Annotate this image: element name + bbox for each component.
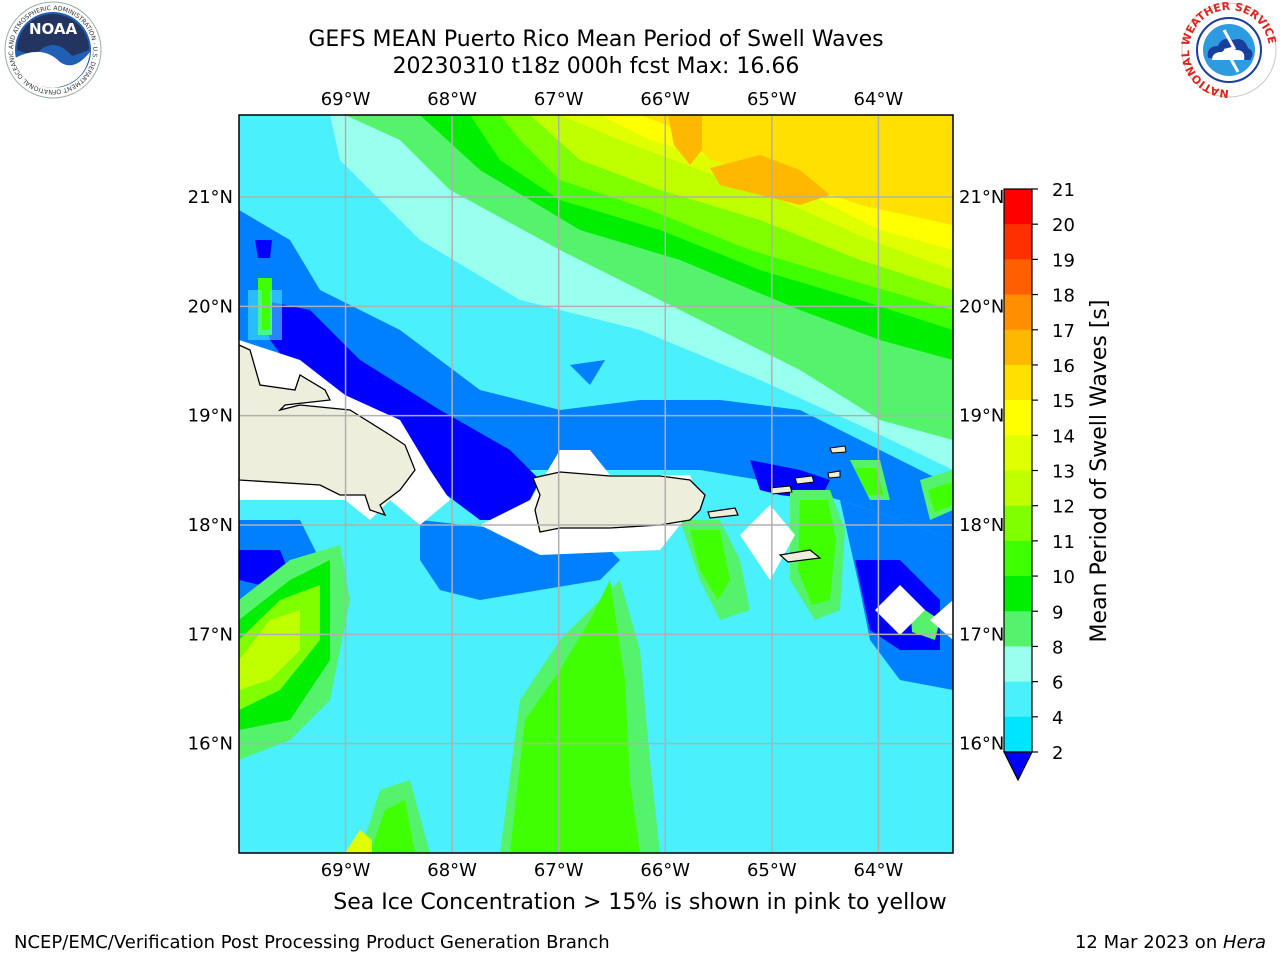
lat-label-right: 18°N [959,515,1004,536]
colorbar-label: Mean Period of Swell Waves [s] [1087,300,1112,643]
sea-ice-caption: Sea Ice Concentration > 15% is shown in … [333,890,947,915]
colorbar-segment [1004,259,1032,296]
lat-label-right: 16°N [959,734,1004,755]
lat-label-left: 19°N [188,406,233,427]
noaa-logo-text: NOAA [29,20,78,38]
lat-label-left: 18°N [188,515,233,536]
colorbar-tick-label: 16 [1052,356,1075,377]
lat-label-left: 16°N [188,734,233,755]
lon-label-top: 68°W [427,89,477,110]
plot-title-line2: 20230310 t18z 000h fcst Max: 16.66 [392,54,800,79]
colorbar-segment [1004,505,1032,542]
colorbar-segment [1004,716,1032,753]
footer-date-text: 12 Mar 2023 on [1074,932,1223,953]
colorbar-tick-label: 11 [1052,532,1075,553]
lat-label-right: 17°N [959,624,1004,645]
map-frame [238,114,954,854]
colorbar-tick-label: 10 [1052,567,1075,588]
lon-label-top: 66°W [640,89,690,110]
colorbar-tick-label: 4 [1052,708,1063,729]
colorbar-tick-label: 8 [1052,637,1063,658]
colorbar-segment [1004,470,1032,507]
colorbar-segment [1004,364,1032,401]
colorbar-segment [1004,224,1032,260]
colorbar-segment [1004,400,1032,436]
colorbar-tick-label: 6 [1052,673,1063,694]
plot-title-line1: GEFS MEAN Puerto Rico Mean Period of Swe… [308,27,884,52]
colorbar-tick-label: 15 [1052,391,1075,412]
colorbar-tick-label: 21 [1052,180,1075,201]
lon-label-bottom: 66°W [640,860,690,881]
lon-label-bottom: 64°W [854,860,904,881]
lon-label-top: 64°W [854,89,904,110]
colorbar-segment [1004,435,1032,471]
colorbar-segment [1004,329,1032,366]
nws-logo-icon: NATIONAL WEATHER SERVICE [1179,0,1279,100]
noaa-logo-icon: NOAA NATIONAL OCEANIC AND ATMOSPHERIC AD… [2,0,102,99]
colorbar-tick-label: 20 [1052,215,1075,236]
colorbar-segment [1004,681,1032,718]
colorbar-tick-label: 18 [1052,286,1075,307]
graticule [239,115,953,853]
footer-date: 12 Mar 2023 on Hera [1075,932,1266,953]
colorbar-tick-label: 13 [1052,462,1075,483]
colorbar-tick-label: 14 [1052,426,1075,447]
lat-label-left: 17°N [188,624,233,645]
colorbar-tick-label: 2 [1052,743,1063,764]
land-puerto-rico [532,471,706,533]
map-field-layer [239,115,953,853]
footer-credit: NCEP/EMC/Verification Post Processing Pr… [14,932,610,953]
lat-label-right: 20°N [959,296,1004,317]
lon-label-top: 69°W [321,89,371,110]
lon-label-bottom: 65°W [747,860,797,881]
colorbar-segment [1004,611,1032,647]
colorbar-tick-label: 12 [1052,497,1075,518]
colorbar-segment [1004,189,1032,225]
lon-label-bottom: 67°W [534,860,584,881]
colorbar-tick-label: 9 [1052,602,1063,623]
colorbar-tick-label: 17 [1052,321,1075,342]
footer-host: Hera [1222,932,1266,953]
colorbar-tick-label: 19 [1052,250,1075,271]
colorbar-extend-min [1003,751,1033,782]
lon-label-bottom: 68°W [427,860,477,881]
lat-label-right: 21°N [959,187,1004,208]
colorbar: 21 20 19 18 17 16 15 14 13 12 11 10 9 8 6 4 2 [1003,180,1075,782]
colorbar-segment [1004,646,1032,683]
colorbar-segment [1004,540,1032,577]
lon-label-bottom: 69°W [321,860,371,881]
lon-label-top: 67°W [534,89,584,110]
lat-label-left: 20°N [188,296,233,317]
contour-2-band [260,300,540,520]
land-hispaniola [239,344,416,517]
lat-label-right: 19°N [959,406,1004,427]
colorbar-segment [1004,294,1032,331]
lat-label-left: 21°N [188,187,233,208]
lon-label-top: 65°W [747,89,797,110]
colorbar-segment [1004,576,1032,612]
